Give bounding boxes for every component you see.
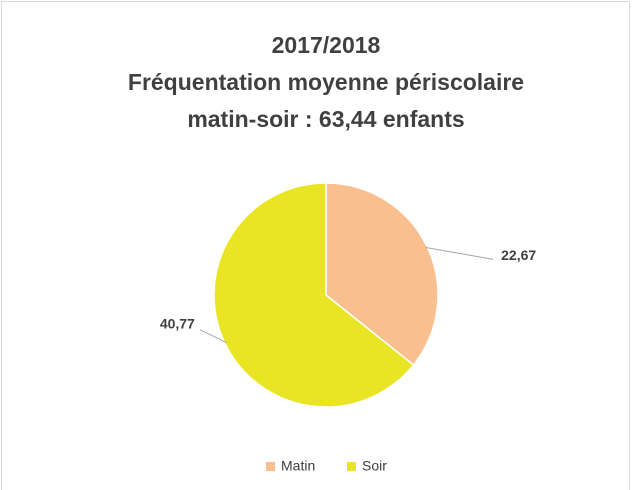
data-label: 22,67 [501, 247, 536, 263]
chart-title: Fréquentation moyenne périscolaire [128, 69, 524, 95]
pie-slice [325, 182, 439, 366]
legend-label: Soir [362, 458, 387, 474]
leader-line [425, 246, 494, 260]
chart-title: matin-soir : 63,44 enfants [187, 106, 464, 132]
legend-label: Matin [281, 458, 315, 474]
legend-swatch [347, 462, 356, 471]
pie-slice [213, 182, 415, 408]
data-label: 40,77 [160, 315, 195, 331]
chart-title: 2017/2018 [272, 32, 381, 58]
leader-line [199, 329, 228, 344]
legend-swatch [266, 462, 275, 471]
